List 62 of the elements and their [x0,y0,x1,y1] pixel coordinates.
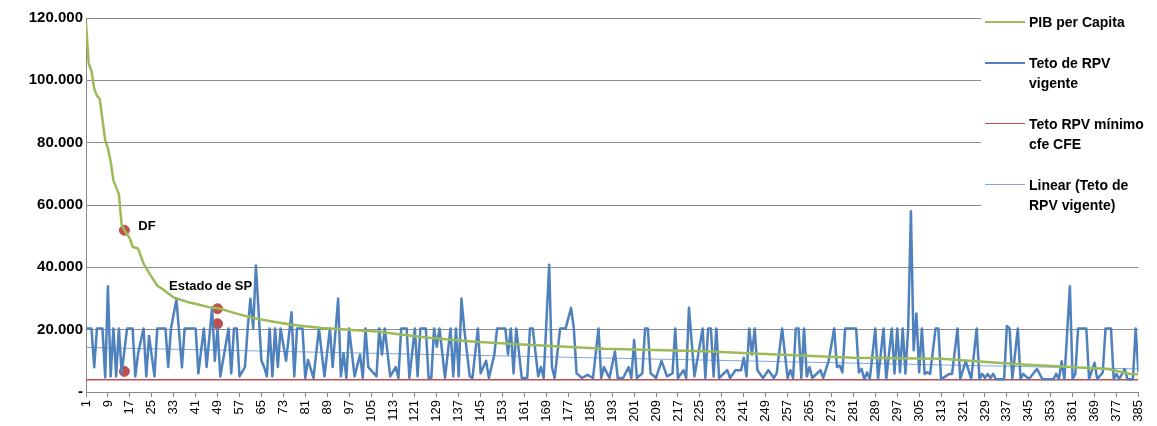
legend-label: Teto de RPV vigente [1029,54,1112,93]
x-tick-label: 105 [362,400,378,422]
y-tick-label: 100.000 [28,70,83,88]
x-tick-label: 33 [165,400,181,415]
y-tick-label: 120.000 [28,8,83,26]
x-tick-label: 177 [559,400,575,422]
x-tick-label: 41 [187,400,203,415]
y-tick-label: 60.000 [37,195,83,213]
x-tick-label: 17 [121,400,137,415]
x-tick-label: 305 [910,400,926,422]
y-tick-label: 20.000 [37,319,83,337]
x-tick-label: 73 [274,400,290,415]
x-tick-label: 289 [866,400,882,422]
x-tick-label: 81 [296,400,312,415]
x-tick-label: 57 [231,400,247,415]
x-tick-label: 193 [603,400,619,422]
x-tick-label: 113 [384,400,400,421]
x-tick-label: 9 [99,400,115,408]
x-tick-label: 169 [538,400,553,422]
y-tick-label: 80.000 [37,132,83,150]
x-tick-label: 137 [450,400,466,422]
annotation: Estado de SP [169,278,253,294]
x-tick-label: 201 [625,400,641,422]
x-tick-label: 345 [1020,400,1036,422]
x-tick-label: 281 [844,400,860,422]
y-tick-label: 40.000 [37,257,83,275]
x-tick-label: 321 [954,400,970,422]
x-tick-label: 337 [998,400,1014,422]
x-tick-label: 217 [669,400,685,422]
x-tick-label: 65 [252,400,268,415]
x-tick-label: 241 [735,400,751,422]
x-tick-label: 225 [691,400,707,422]
legend-label: Teto RPV mínimo cfe CFE [1029,115,1145,154]
x-tick-label: 385 [1129,400,1145,422]
x-tick-label: 257 [779,400,795,422]
x-tick-label: 185 [581,400,597,422]
x-tick-label: 145 [472,400,488,422]
x-tick-label: 233 [713,400,729,422]
annotation: DF [138,217,156,233]
y-tick-label: - [78,382,83,400]
x-tick-label: 297 [888,400,904,422]
x-tick-label: 1 [77,400,93,408]
x-tick-label: 25 [143,400,159,415]
x-tick-label: 249 [757,400,773,422]
x-tick-label: 353 [1042,400,1058,422]
x-tick-label: 361 [1064,400,1080,422]
x-tick-label: 209 [647,400,663,422]
x-tick-label: 49 [209,400,225,415]
x-tick-label: 129 [428,400,444,422]
x-tick-label: 265 [801,400,817,422]
x-tick-label: 161 [516,400,532,422]
x-tick-label: 329 [976,400,992,422]
x-tick-label: 369 [1086,400,1102,422]
x-tick-label: 377 [1108,400,1124,422]
legend-label: PIB per Capita [1029,13,1126,32]
x-tick-label: 121 [406,400,422,422]
x-tick-label: 97 [340,400,356,415]
x-tick-label: 273 [823,400,839,422]
x-tick-label: 89 [318,400,334,415]
x-tick-label: 313 [932,400,948,422]
legend-label: Linear (Teto de RPV vigente) [1029,176,1130,215]
x-tick-label: 153 [494,400,510,422]
